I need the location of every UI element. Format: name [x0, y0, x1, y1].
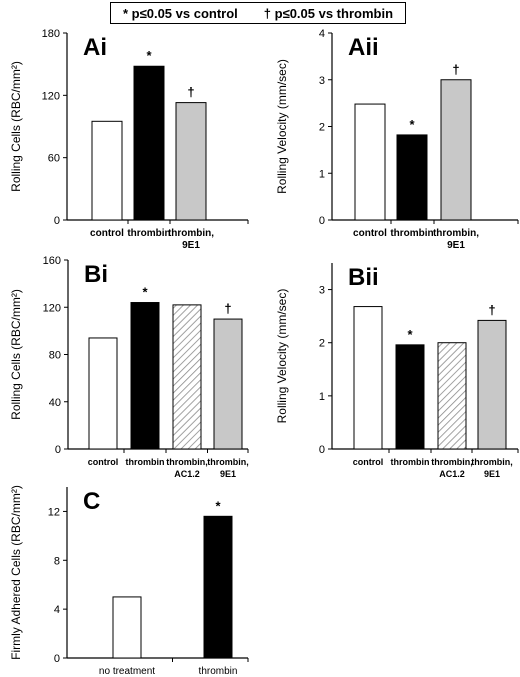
panel-c-ytick-label: 4: [54, 604, 60, 616]
panel-bii-significance-mark-1: *: [407, 327, 413, 342]
panel-bi-bar-0: [88, 337, 118, 450]
panel-bii-ytick-label: 1: [319, 391, 325, 403]
panel-bii-label: Bii: [348, 264, 379, 291]
panel-bii-ytick-label: 0: [319, 444, 325, 456]
panel-c-ytick-label: 0: [54, 653, 60, 665]
panel-bii-bar-0: [353, 306, 383, 450]
panel-bii-category-label: thrombin: [391, 457, 430, 467]
panel-bii-ytick-label: 3: [319, 285, 325, 297]
panel-bi-category-label: control: [88, 457, 119, 467]
panel-bi-bar-2: [172, 304, 202, 450]
panel-bii-y-axis-label: Rolling Velocity (mm/sec): [275, 289, 289, 424]
panel-ai-category-label: thrombin: [127, 228, 170, 239]
panel-bi-ytick-label: 40: [49, 397, 61, 409]
panel-aii-bar-0: [354, 103, 386, 221]
panel-ai-category-label: 9E1: [182, 240, 200, 251]
panel-aii-significance-mark-1: *: [409, 117, 415, 132]
panel-c-significance-mark-1: *: [215, 498, 221, 513]
panel-aii-ytick-label: 3: [319, 75, 325, 87]
panel-bii-bar-2: [437, 342, 467, 450]
panel-bii-bar-1: [395, 344, 425, 450]
panel-bi-y-axis-label: Rolling Cells (RBC/mm²): [9, 289, 23, 420]
panel-bii-category-label: thrombin,: [471, 457, 513, 467]
panel-ai-bar-2: [175, 102, 207, 221]
panel-ai-category-label: control: [90, 228, 124, 239]
panel-bi-category-label: thrombin: [126, 457, 165, 467]
panel-bi-category-label: 9E1: [220, 469, 236, 479]
panel-ai-ytick-label: 180: [42, 28, 60, 40]
panel-aii-bar-1: [396, 134, 428, 221]
panel-c-ytick-label: 8: [54, 555, 60, 567]
panel-bi-category-label: thrombin,: [166, 457, 208, 467]
panel-ai-label: Ai: [83, 34, 107, 61]
panel-aii-category-label: 9E1: [447, 240, 465, 251]
panel-bii-category-label: thrombin,: [431, 457, 473, 467]
panel-aii-bar-2: [440, 79, 472, 221]
panel-c-category-label: thrombin: [199, 666, 238, 677]
legend-vs-control: * p≤0.05 vs control: [122, 5, 238, 21]
panel-bi-label: Bi: [84, 261, 108, 288]
panel-bi-bar-1: [130, 302, 160, 450]
panel-ai-significance-mark-1: *: [146, 48, 152, 63]
panel-ai-ytick-label: 120: [42, 90, 60, 102]
panel-bii-category-label: AC1.2: [439, 469, 465, 479]
panel-bi-category-label: AC1.2: [174, 469, 200, 479]
panel-bi-ytick-label: 120: [43, 302, 61, 314]
panel-ai-y-axis-label: Rolling Cells (RBC/mm²): [9, 61, 23, 192]
panel-aii-ytick-label: 2: [319, 122, 325, 134]
panel-bii-significance-mark-3: †: [488, 302, 495, 317]
panel-bi-significance-mark-3: †: [224, 301, 231, 316]
panel-c-ytick-label: 12: [48, 506, 60, 518]
panel-bi-bar-3: [213, 318, 243, 450]
panel-aii-ytick-label: 4: [319, 28, 325, 40]
significance-legend: * p≤0.05 vs control † p≤0.05 vs thrombin: [110, 2, 406, 24]
panel-ai-category-label: thrombin,: [168, 228, 214, 239]
panel-c-y-axis-label: Firmly Adhered Cells (RBC/mm²): [9, 485, 23, 660]
panel-bii-bar-3: [477, 319, 507, 450]
panel-aii-category-label: thrombin,: [433, 228, 479, 239]
panel-aii-y-axis-label: Rolling Velocity (mm/sec): [275, 59, 289, 194]
panel-aii-category-label: control: [353, 228, 387, 239]
panel-bi-significance-mark-1: *: [142, 285, 148, 300]
panel-c-category-label: no treatment: [99, 666, 155, 677]
legend-vs-thrombin: † p≤0.05 vs thrombin: [263, 5, 394, 21]
panel-bi-ytick-label: 0: [55, 444, 61, 456]
panel-bi-ytick-label: 160: [43, 255, 61, 267]
panel-ai-significance-mark-2: †: [187, 85, 194, 100]
panel-c-bar-1: [203, 515, 233, 659]
panel-ai-bar-0: [91, 120, 123, 221]
panel-bii-category-label: control: [353, 457, 384, 467]
panel-ai-ytick-label: 60: [48, 153, 60, 165]
panel-ai-bar-1: [133, 65, 165, 221]
panel-bii-ytick-label: 2: [319, 338, 325, 350]
panel-bi-category-label: thrombin,: [207, 457, 249, 467]
panel-aii-ytick-label: 1: [319, 168, 325, 180]
panel-c-bar-0: [112, 596, 142, 659]
panel-aii-significance-mark-2: †: [452, 62, 459, 77]
panel-aii-ytick-label: 0: [319, 215, 325, 227]
panel-bii-category-label: 9E1: [484, 469, 500, 479]
panel-bi-ytick-label: 80: [49, 350, 61, 362]
panel-aii-category-label: thrombin: [390, 228, 433, 239]
panel-c-label: C: [83, 488, 100, 515]
panel-aii-label: Aii: [348, 34, 379, 61]
panel-ai-ytick-label: 0: [54, 215, 60, 227]
